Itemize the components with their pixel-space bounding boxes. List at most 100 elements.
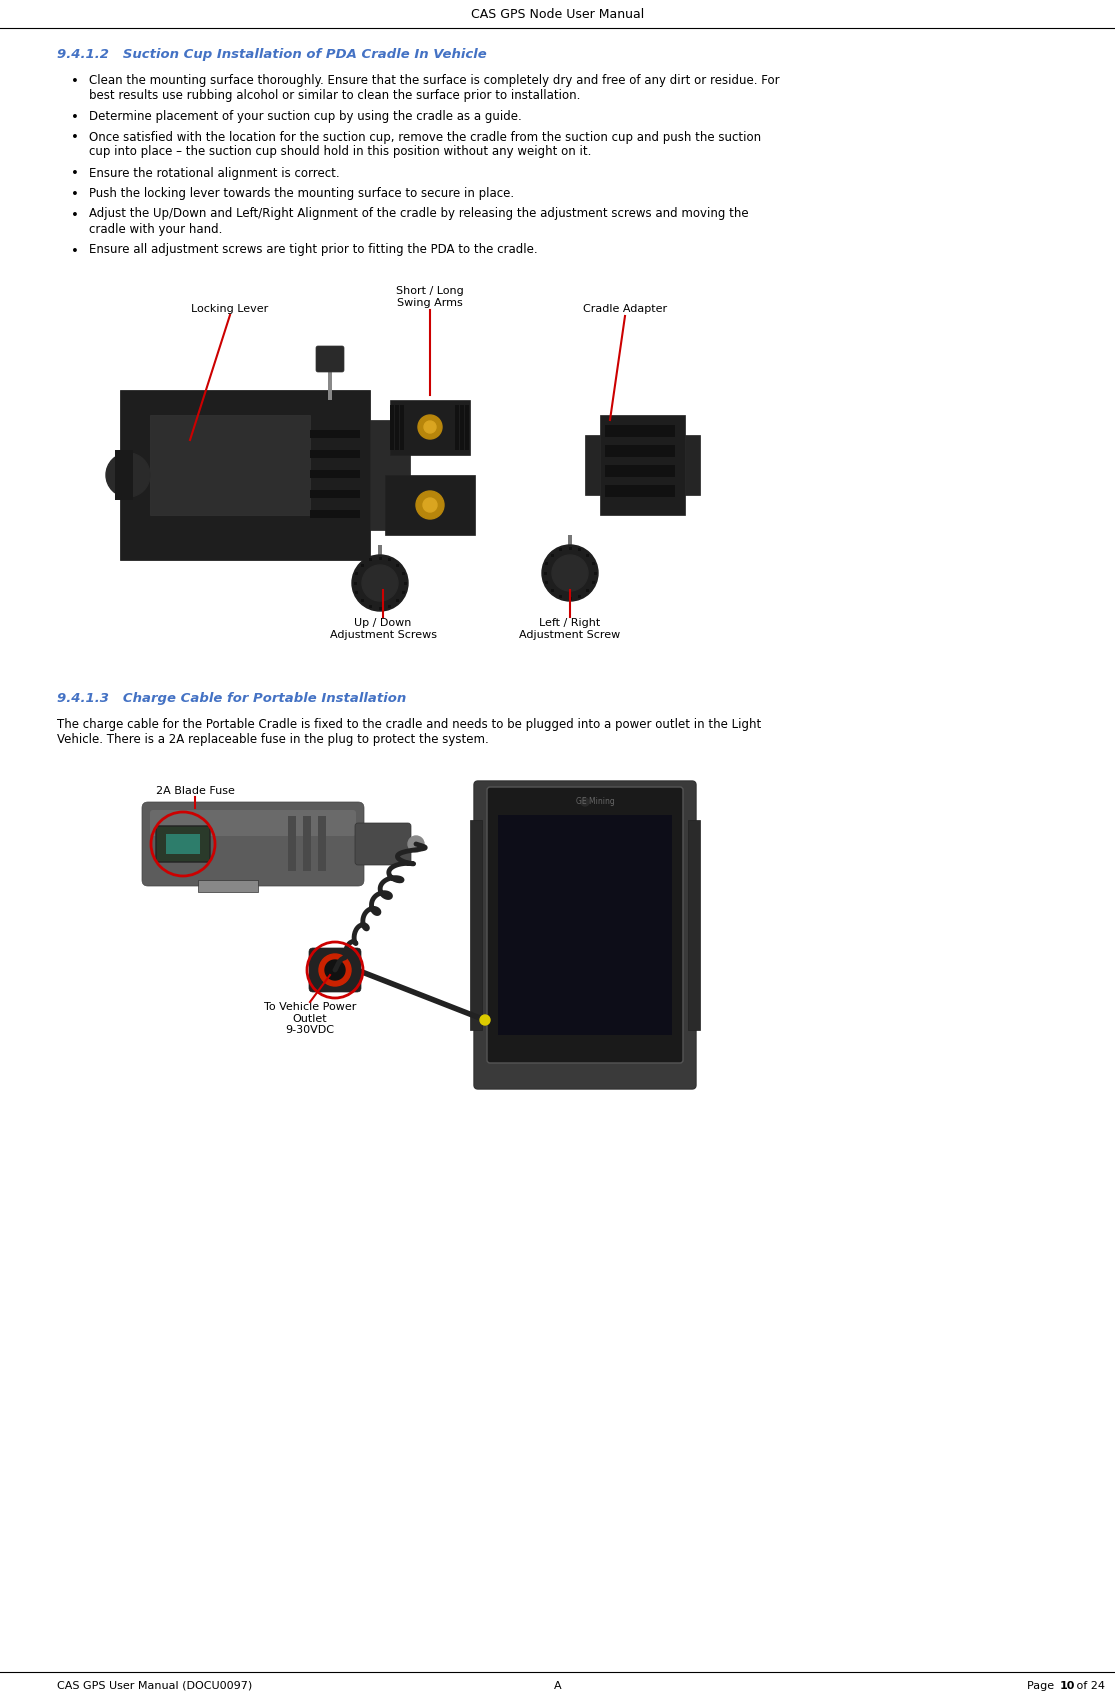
FancyBboxPatch shape [120, 390, 370, 560]
FancyBboxPatch shape [578, 594, 581, 597]
Text: A: A [554, 1682, 561, 1690]
FancyBboxPatch shape [390, 406, 394, 450]
FancyBboxPatch shape [378, 606, 381, 609]
FancyBboxPatch shape [592, 580, 594, 584]
Text: •: • [71, 168, 79, 180]
FancyBboxPatch shape [396, 563, 399, 567]
Text: Locking Lever: Locking Lever [192, 304, 269, 314]
FancyBboxPatch shape [309, 949, 361, 993]
FancyBboxPatch shape [400, 406, 404, 450]
Text: Page: Page [1027, 1682, 1058, 1690]
FancyBboxPatch shape [378, 545, 382, 565]
FancyBboxPatch shape [688, 820, 700, 1030]
FancyBboxPatch shape [568, 535, 572, 555]
FancyBboxPatch shape [115, 450, 133, 501]
FancyBboxPatch shape [303, 816, 311, 871]
FancyBboxPatch shape [369, 604, 372, 608]
FancyBboxPatch shape [605, 485, 675, 497]
FancyBboxPatch shape [578, 548, 581, 552]
FancyBboxPatch shape [316, 346, 345, 372]
FancyBboxPatch shape [156, 826, 210, 862]
FancyBboxPatch shape [551, 589, 554, 592]
FancyBboxPatch shape [404, 582, 407, 584]
FancyBboxPatch shape [356, 591, 358, 594]
FancyBboxPatch shape [151, 416, 310, 514]
FancyBboxPatch shape [559, 548, 562, 552]
Text: Ensure all adjustment screws are tight prior to fitting the PDA to the cradle.: Ensure all adjustment screws are tight p… [89, 243, 537, 256]
Circle shape [581, 798, 589, 806]
Text: •: • [71, 244, 79, 258]
FancyBboxPatch shape [600, 416, 685, 514]
FancyBboxPatch shape [388, 604, 391, 608]
FancyBboxPatch shape [545, 562, 549, 565]
FancyBboxPatch shape [318, 816, 326, 871]
Text: Once satisfied with the location for the suction cup, remove the cradle from the: Once satisfied with the location for the… [89, 131, 762, 158]
Text: Short / Long
Swing Arms: Short / Long Swing Arms [396, 287, 464, 307]
FancyBboxPatch shape [474, 781, 696, 1089]
Text: Clean the mounting surface thoroughly. Ensure that the surface is completely dry: Clean the mounting surface thoroughly. E… [89, 75, 779, 102]
Text: The charge cable for the Portable Cradle is fixed to the cradle and needs to be : The charge cable for the Portable Cradle… [57, 718, 762, 747]
FancyBboxPatch shape [395, 406, 399, 450]
Text: •: • [71, 131, 79, 144]
FancyBboxPatch shape [685, 434, 700, 496]
FancyBboxPatch shape [396, 599, 399, 602]
FancyBboxPatch shape [369, 558, 372, 562]
FancyBboxPatch shape [487, 787, 683, 1062]
FancyBboxPatch shape [198, 881, 258, 893]
Text: CAS GPS Node User Manual: CAS GPS Node User Manual [471, 7, 644, 20]
FancyBboxPatch shape [388, 558, 391, 562]
Circle shape [408, 837, 424, 852]
Text: Determine placement of your suction cup by using the cradle as a guide.: Determine placement of your suction cup … [89, 110, 522, 122]
Circle shape [416, 490, 444, 519]
Circle shape [418, 416, 442, 440]
FancyBboxPatch shape [310, 429, 360, 438]
Text: •: • [71, 188, 79, 200]
FancyBboxPatch shape [569, 597, 572, 599]
Circle shape [552, 555, 588, 591]
FancyBboxPatch shape [605, 465, 675, 477]
FancyBboxPatch shape [455, 406, 459, 450]
FancyBboxPatch shape [401, 572, 405, 575]
FancyBboxPatch shape [543, 572, 546, 575]
FancyBboxPatch shape [166, 833, 200, 854]
FancyBboxPatch shape [356, 572, 358, 575]
Circle shape [319, 954, 351, 986]
FancyBboxPatch shape [370, 419, 410, 529]
FancyBboxPatch shape [142, 803, 363, 886]
Text: 9.4.1.3   Charge Cable for Portable Installation: 9.4.1.3 Charge Cable for Portable Instal… [57, 692, 406, 704]
Text: •: • [71, 209, 79, 222]
FancyBboxPatch shape [605, 445, 675, 456]
FancyBboxPatch shape [288, 816, 295, 871]
Text: Up / Down
Adjustment Screws: Up / Down Adjustment Screws [330, 618, 436, 640]
FancyBboxPatch shape [605, 424, 675, 438]
FancyBboxPatch shape [592, 562, 594, 565]
FancyBboxPatch shape [460, 406, 464, 450]
Circle shape [362, 565, 398, 601]
FancyBboxPatch shape [385, 475, 475, 535]
FancyBboxPatch shape [310, 450, 360, 458]
FancyBboxPatch shape [355, 823, 411, 865]
FancyBboxPatch shape [586, 553, 589, 557]
FancyBboxPatch shape [361, 599, 363, 602]
Text: Cradle Adapter: Cradle Adapter [583, 304, 667, 314]
FancyBboxPatch shape [471, 820, 482, 1030]
Text: Adjust the Up/Down and Left/Right Alignment of the cradle by releasing the adjus: Adjust the Up/Down and Left/Right Alignm… [89, 207, 748, 236]
Circle shape [424, 421, 436, 433]
Circle shape [352, 555, 408, 611]
FancyBboxPatch shape [353, 582, 357, 584]
FancyBboxPatch shape [569, 546, 572, 550]
FancyBboxPatch shape [401, 591, 405, 594]
FancyBboxPatch shape [378, 557, 381, 560]
FancyBboxPatch shape [361, 563, 363, 567]
Text: of 24: of 24 [1073, 1682, 1105, 1690]
Circle shape [479, 1015, 489, 1025]
Text: •: • [71, 75, 79, 88]
FancyBboxPatch shape [551, 553, 554, 557]
Circle shape [324, 961, 345, 979]
FancyBboxPatch shape [390, 400, 471, 455]
FancyBboxPatch shape [585, 434, 600, 496]
Text: To Vehicle Power
Outlet
9-30VDC: To Vehicle Power Outlet 9-30VDC [264, 1001, 356, 1035]
Text: CAS GPS User Manual (DOCU0097): CAS GPS User Manual (DOCU0097) [57, 1682, 252, 1690]
FancyBboxPatch shape [310, 470, 360, 479]
Text: GE Mining: GE Mining [575, 798, 614, 806]
